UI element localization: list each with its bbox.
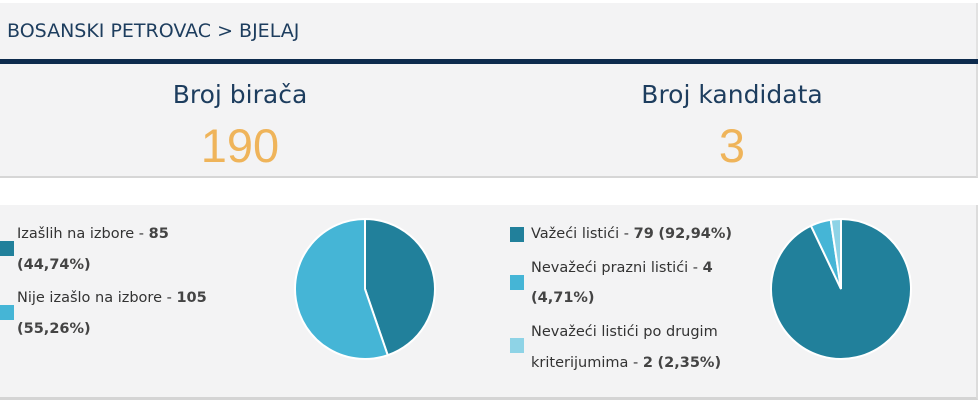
legend-item-valid: Važeći listići - 79 (92,94%) [531,219,732,250]
voters-value: 190 [200,119,280,172]
legend-item-not-turned-out: Nije izašlo na izbore - 105 [17,283,207,314]
legend-swatch-valid [510,227,524,242]
ballots-pie-chart [770,217,912,360]
header-divider [0,59,978,64]
legend-item-invalid-empty: Nevažeći prazni listići - 4 [531,253,713,284]
turnout-slice-1[interactable] [294,217,390,360]
legend-count: 79 [633,226,654,242]
legend-label: Nije izašlo na izbore - [17,290,177,306]
legend-swatch-turned-out [0,241,14,256]
legend-item-invalid-other-line2: kriterijumima - 2 (2,35%) [531,348,721,379]
legend-count: 105 [176,290,207,306]
candidates-label: Broj kandidata [641,80,823,109]
location-header: BOSANSKI PETROVAC > BJELAJ [0,3,978,59]
legend-item-invalid-other: Nevažeći listići po drugim [531,317,718,348]
legend-swatch-not-turned-out [0,305,14,320]
legend-item-turned-out-pct: (44,74%) [17,250,91,281]
breadcrumb: BOSANSKI PETROVAC > BJELAJ [7,20,300,42]
legend-label: Važeći listići - [531,226,634,242]
ballots-slice-2[interactable] [829,217,842,290]
legend-percent: (92,94%) [658,226,733,242]
turnout-pie-chart [294,217,436,360]
legend-percent: (4,71%) [531,290,595,306]
legend-label: Nevažeći listići po drugim [531,324,718,340]
legend-swatch-invalid-other [510,338,524,353]
legend-item-invalid-empty-pct: (4,71%) [531,283,595,314]
legend-item-not-turned-out-pct: (55,26%) [17,314,91,345]
charts-panel: Izašlih na izbore - 85 (44,74%) Nije iza… [0,205,978,400]
legend-count: 85 [148,226,169,242]
legend-percent: (44,74%) [17,257,91,273]
legend-item-turned-out: Izašlih na izbore - 85 [17,219,169,250]
legend-percent: (2,35%) [657,355,722,371]
turnout-slice-0[interactable] [364,217,436,357]
legend-label: Nevažeći prazni listići - [531,260,703,276]
candidates-value: 3 [718,119,746,172]
legend-label: Izašlih na izbore - [17,226,149,242]
legend-percent: (55,26%) [17,321,91,337]
legend-swatch-invalid-empty [510,275,524,290]
legend-count: 2 [642,355,653,371]
legend-count: 4 [702,260,713,276]
legend-label: kriterijumima - [531,355,643,371]
voters-label: Broj birača [172,80,308,109]
stats-panel: Broj birača 190 Broj kandidata 3 [0,64,978,178]
